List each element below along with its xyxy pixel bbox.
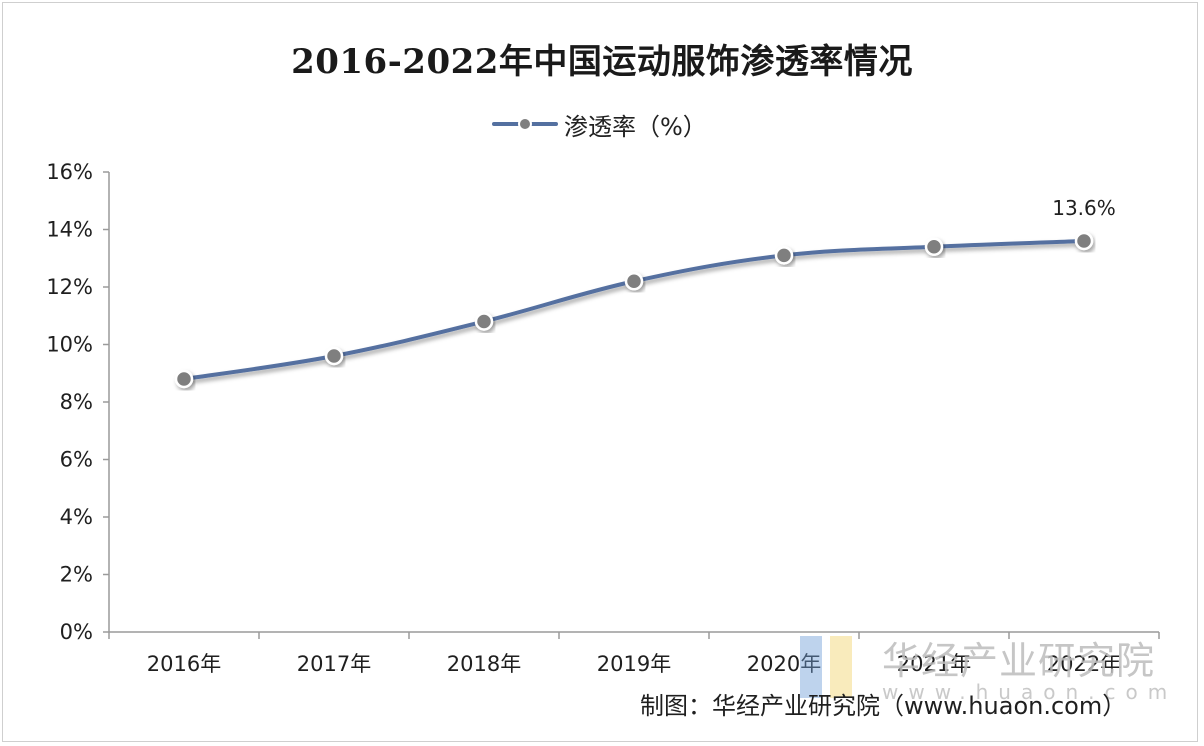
source-note: 制图：华经产业研究院（www.huaon.com） [640, 692, 1127, 720]
y-tick-label: 0% [60, 620, 93, 644]
chart-title: 2016-2022年中国运动服饰渗透率情况 [291, 42, 913, 82]
y-tick-label: 14% [46, 218, 93, 242]
data-point [924, 237, 944, 256]
data-point [324, 346, 344, 366]
x-tick-label: 2021年 [897, 652, 971, 676]
data-point [624, 272, 644, 291]
y-tick-label: 2% [60, 563, 93, 587]
legend: 渗透率（%） [492, 108, 707, 141]
x-tick-label: 2016年 [147, 652, 221, 676]
data-label: 13.6% [1052, 196, 1116, 220]
data-point [774, 246, 794, 265]
y-tick-label: 4% [60, 505, 93, 529]
x-tick-label: 2017年 [297, 652, 371, 676]
y-tick-label: 12% [46, 275, 93, 299]
y-tick-label: 8% [60, 390, 93, 414]
data-point [474, 312, 494, 331]
x-tick-label: 2019年 [597, 652, 671, 676]
data-point [174, 369, 194, 389]
legend-label: 渗透率（%） [564, 112, 707, 141]
x-tick-label: 2022年 [1047, 652, 1121, 676]
y-tick-label: 6% [60, 448, 93, 472]
data-point [1074, 231, 1094, 251]
x-tick-label: 2020年 [747, 652, 821, 676]
x-tick-label: 2018年 [447, 652, 521, 676]
y-tick-label: 10% [46, 333, 93, 357]
series-line [182, 239, 1086, 381]
legend-line-marker-icon [492, 117, 558, 131]
y-tick-label: 16% [46, 160, 93, 184]
